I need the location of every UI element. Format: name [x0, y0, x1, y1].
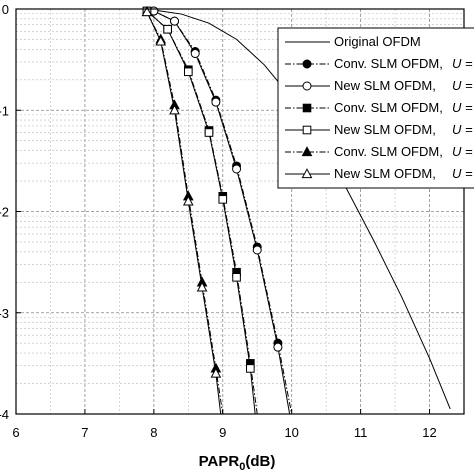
series-point	[252, 245, 262, 255]
axis-ticks: 6 7 8 9 10 11 12 0 -1 -2 -3 -4	[0, 2, 437, 440]
legend-label: Conv. SLM OFDM,	[334, 100, 443, 115]
series-point	[170, 16, 180, 26]
legend-u-label: U =	[452, 144, 473, 159]
series-point	[204, 128, 214, 137]
legend-entry: Conv. SLM OFDM, U =	[285, 100, 473, 115]
legend-label: Original OFDM	[334, 34, 421, 49]
x-tick-label: 8	[150, 425, 157, 440]
series-point	[184, 67, 193, 77]
series-point	[190, 49, 200, 59]
y-tick-label: 0	[2, 2, 9, 17]
x-tick-label: 10	[284, 425, 298, 440]
legend-entry: New SLM OFDM, U =	[285, 122, 473, 137]
legend-marker	[302, 81, 312, 91]
y-tick-label: -3	[0, 306, 9, 321]
legend-entry: New SLM OFDM, U =	[285, 166, 473, 181]
x-tick-label: 9	[219, 425, 226, 440]
legend-u-label: U =	[452, 166, 473, 181]
series-point	[210, 367, 222, 378]
legend-marker	[302, 125, 312, 135]
x-axis-title-unit: (dB)	[245, 453, 275, 470]
series-layer	[16, 6, 451, 415]
series-3	[16, 6, 291, 415]
legend-u-label: U =	[452, 56, 473, 71]
series-point	[273, 342, 283, 352]
series-point	[141, 6, 153, 17]
legend-label: Conv. SLM OFDM,	[334, 56, 443, 71]
series-point	[232, 164, 242, 174]
legend-entry: Conv. SLM OFDM, U =	[285, 56, 473, 71]
legend-label: New SLM OFDM,	[334, 122, 436, 137]
y-tick-label: -4	[0, 407, 9, 422]
legend-label: New SLM OFDM,	[334, 78, 436, 93]
x-tick-label: 6	[12, 425, 19, 440]
legend-entry: Conv. SLM OFDM, U =	[285, 144, 473, 159]
x-axis-title-subscript: 0	[239, 461, 245, 473]
series-point	[163, 24, 172, 34]
legend-marker	[302, 103, 312, 113]
legend-label: New SLM OFDM,	[334, 166, 436, 181]
series-point	[182, 195, 194, 206]
y-tick-label: -2	[0, 205, 9, 220]
x-axis-title: PAPR0(dB)	[199, 453, 276, 473]
legend-entry: New SLM OFDM, U =	[285, 78, 473, 93]
legend-marker	[301, 146, 313, 157]
legend-u-label: U =	[452, 122, 473, 137]
legend-marker	[301, 168, 313, 179]
series-point	[196, 281, 208, 292]
legend-u-label: U =	[452, 100, 473, 115]
series-point	[211, 97, 221, 107]
series-point	[155, 35, 167, 46]
x-tick-label: 7	[81, 425, 88, 440]
legend-marker	[302, 59, 312, 69]
x-tick-label: 11	[354, 425, 368, 440]
series-point	[169, 104, 180, 115]
x-tick-label: 12	[422, 425, 436, 440]
y-tick-label: -1	[0, 103, 9, 118]
legend-label: Conv. SLM OFDM,	[334, 144, 443, 159]
series-point	[246, 364, 255, 373]
legend-entry: Original OFDM	[285, 34, 421, 49]
series-point	[218, 195, 228, 204]
series-7	[16, 6, 222, 415]
x-axis-title-main: PAPR	[199, 453, 240, 470]
series-point	[232, 273, 241, 282]
legend-u-label: U =	[452, 78, 473, 93]
